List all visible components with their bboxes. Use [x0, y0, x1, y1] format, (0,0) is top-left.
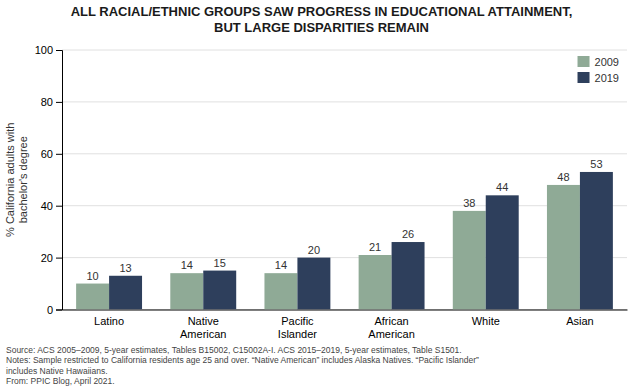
tick: 60: [41, 148, 62, 160]
text-line: Asian: [566, 315, 594, 327]
tick: 80: [41, 96, 62, 108]
legend: 2009 2019: [578, 56, 619, 84]
grid: [62, 50, 627, 310]
tick: Asian: [566, 315, 594, 327]
legend-swatch: [578, 56, 590, 67]
tick-mark: [56, 154, 62, 155]
grid-line: [62, 101, 627, 102]
text-line: % California adults with: [4, 123, 16, 237]
data-label: 14: [181, 259, 193, 271]
bar: [580, 172, 613, 310]
bar: [203, 271, 236, 310]
text-line: From: PPIC Blog, April 2021.: [6, 376, 115, 386]
legend-label: 2019: [595, 72, 619, 84]
data-label: 21: [369, 241, 381, 253]
source-note: Source: ACS 2005–2009, 5-year estimates,…: [6, 345, 479, 387]
chart-title: ALL RACIAL/ETHNIC GROUPS SAW PROGRESS IN…: [71, 4, 573, 35]
text-line: Latino: [94, 315, 124, 327]
tick: 40: [41, 200, 62, 212]
tick-label: 60: [41, 148, 53, 160]
tick: Latino: [94, 315, 124, 327]
grid-line: [62, 50, 627, 51]
bar: [264, 273, 297, 309]
data-label: 20: [308, 244, 320, 256]
x-axis: LatinoNativeAmericanPacificIslanderAfric…: [63, 310, 628, 340]
grid-line: [62, 205, 627, 206]
tick-label: 40: [41, 200, 53, 212]
tick-label: Asian: [566, 315, 594, 327]
tick-label: PacificIslander: [278, 315, 317, 340]
text-line: African: [374, 315, 408, 327]
bars: [76, 172, 613, 310]
axis-line: [63, 310, 628, 311]
tick-mark: [56, 50, 62, 51]
tick-label: White: [472, 315, 500, 327]
tick: NativeAmerican: [180, 315, 226, 340]
chart-svg: ALL RACIAL/ETHNIC GROUPS SAW PROGRESS IN…: [0, 0, 643, 388]
tick-mark: [56, 206, 62, 207]
text-line: Islander: [278, 328, 317, 340]
bar: [359, 255, 392, 309]
text-line: ALL RACIAL/ETHNIC GROUPS SAW PROGRESS IN…: [71, 4, 573, 19]
data-label: 15: [214, 257, 226, 269]
text-line: BUT LARGE DISPARITIES REMAIN: [214, 20, 429, 35]
grid-line: [62, 257, 627, 258]
tick: White: [472, 315, 500, 327]
bar: [486, 195, 519, 309]
bar: [170, 273, 203, 309]
legend-swatch: [578, 72, 590, 83]
data-label: 53: [590, 158, 602, 170]
tick: 20: [41, 252, 62, 264]
tick: 100: [35, 44, 62, 56]
text-line: Pacific: [281, 315, 314, 327]
tick-label: NativeAmerican: [180, 315, 226, 340]
legend-item: 2009: [578, 56, 619, 68]
tick-label: 80: [41, 96, 53, 108]
bar: [453, 211, 486, 310]
bar: [547, 185, 580, 310]
text-line: includes Native Hawaiians.: [6, 366, 108, 376]
tick: AfricanAmerican: [368, 315, 414, 340]
axis-line: [56, 51, 63, 311]
y-axis-title: % California adults withbachelor's degre…: [4, 123, 29, 237]
bar: [109, 276, 142, 310]
data-label: 26: [402, 228, 414, 240]
text-line: bachelor's degree: [17, 136, 29, 223]
data-label: 10: [86, 270, 98, 282]
legend-item: 2019: [578, 72, 619, 84]
chart-container: ALL RACIAL/ETHNIC GROUPS SAW PROGRESS IN…: [0, 0, 643, 388]
data-label: 38: [463, 197, 475, 209]
text-line: Native: [188, 315, 219, 327]
grid-line: [62, 153, 627, 154]
text-line: Notes: Sample restricted to California r…: [6, 355, 479, 365]
tick-label: 0: [47, 304, 53, 316]
bar: [392, 242, 425, 309]
text-line: American: [180, 328, 226, 340]
text-line: Source: ACS 2005–2009, 5-year estimates,…: [6, 345, 462, 355]
tick-mark: [56, 102, 62, 103]
text-line: American: [368, 328, 414, 340]
tick-mark: [56, 258, 62, 259]
data-label: 44: [496, 181, 508, 193]
tick-label: 100: [35, 44, 53, 56]
tick-label: 20: [41, 252, 53, 264]
tick: PacificIslander: [278, 315, 317, 340]
bar: [76, 284, 109, 310]
data-label: 14: [275, 259, 287, 271]
text-line: White: [472, 315, 500, 327]
tick: 0: [47, 304, 62, 316]
tick-label: AfricanAmerican: [368, 315, 414, 340]
data-labels: 10 14 14 21 38 48 13 15 20 26 44 53: [86, 158, 602, 282]
data-label: 48: [557, 171, 569, 183]
tick-mark: [56, 310, 62, 311]
tick-label: Latino: [94, 315, 124, 327]
grid-line: [62, 309, 627, 310]
data-label: 13: [119, 262, 131, 274]
bar: [297, 258, 330, 310]
y-axis: 0 20 40 60 80 100: [35, 44, 63, 316]
legend-label: 2009: [595, 56, 619, 68]
